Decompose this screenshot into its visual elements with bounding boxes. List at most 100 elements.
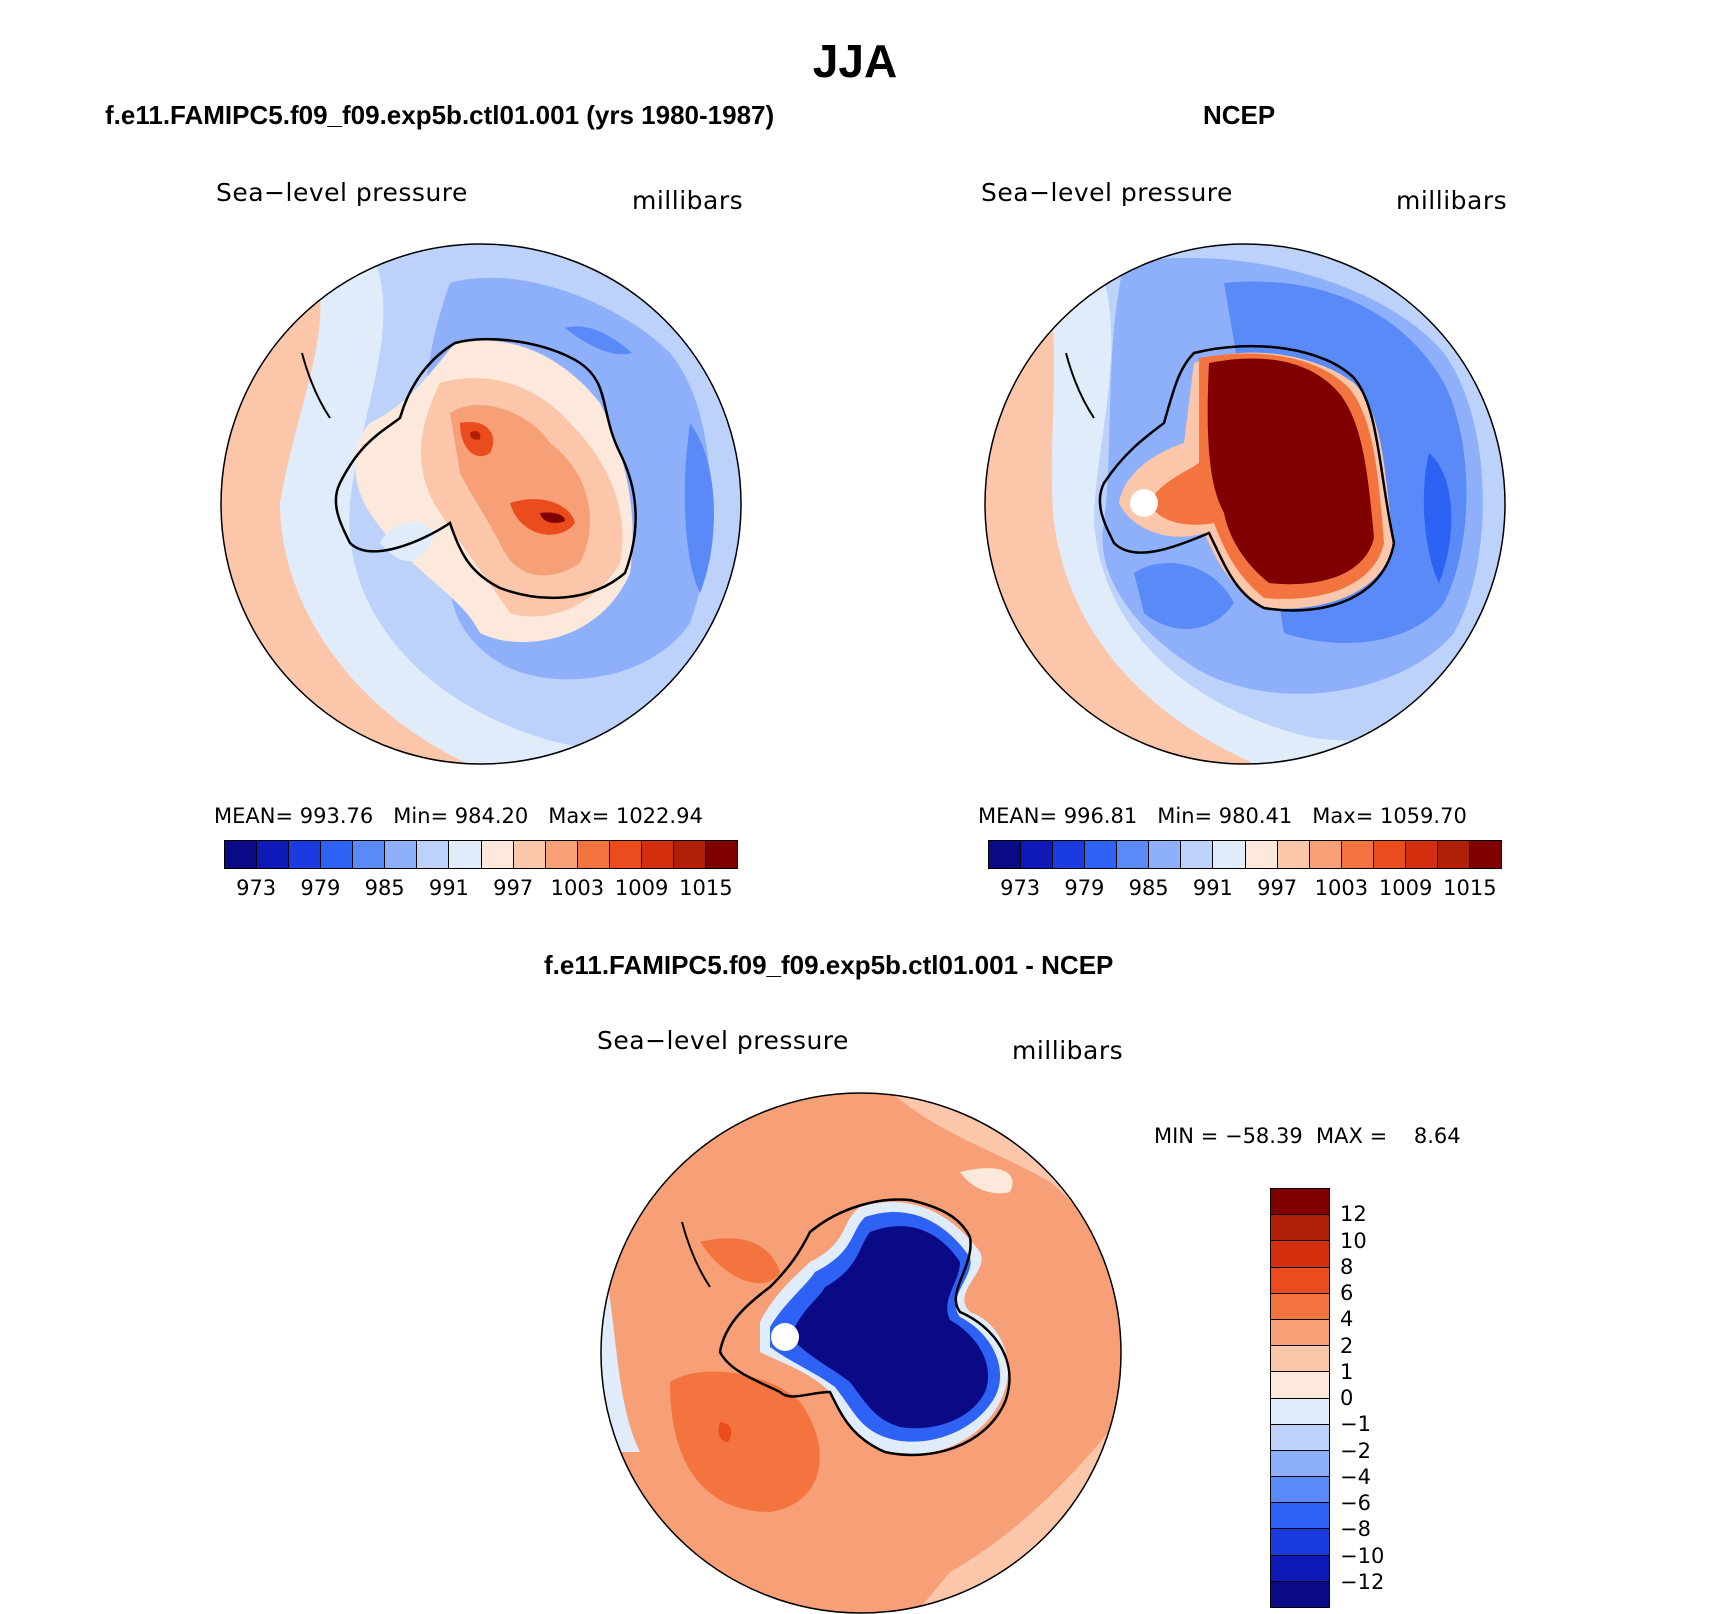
- diff-colorbar-swatch: [1271, 1346, 1329, 1373]
- obs-colorbar-ticks: 973 979 985 991 997 1003 1009 1015: [988, 876, 1502, 902]
- diff-stats: MIN = −58.39 MAX = 8.64: [1154, 1124, 1461, 1148]
- diff-colorbar-swatch: [1271, 1319, 1329, 1347]
- diff-colorbar-swatch: [1271, 1189, 1329, 1216]
- diff-colorbar-swatch: [1271, 1581, 1329, 1607]
- model-colorbar-swatch: [257, 841, 290, 868]
- obs-colorbar-tick-label: 979: [1064, 876, 1105, 900]
- diff-panel-title: f.e11.FAMIPC5.f09_f09.exp5b.ctl01.001 - …: [544, 950, 1114, 980]
- model-colorbar-swatch: [577, 841, 610, 868]
- obs-colorbar-swatch: [1181, 841, 1214, 868]
- diff-colorbar-tick-label: 4: [1340, 1307, 1354, 1332]
- obs-colorbar-swatch: [1309, 841, 1342, 868]
- obs-colorbar-swatch: [1405, 841, 1438, 868]
- model-colorbar-ticks: 973 979 985 991 997 1003 1009 1015: [224, 876, 738, 902]
- model-colorbar-swatch: [289, 841, 322, 868]
- model-colorbar-tick-label: 997: [493, 876, 534, 900]
- obs-colorbar-swatch: [1373, 841, 1406, 868]
- model-colorbar-tick-label: 973: [236, 876, 277, 900]
- obs-colorbar-tick-label: 1003: [1314, 876, 1369, 900]
- obs-panel-title: NCEP: [1203, 100, 1276, 130]
- diff-colorbar-tick-label: 10: [1340, 1228, 1367, 1253]
- obs-colorbar-swatch: [1117, 841, 1150, 868]
- obs-units-label: millibars: [1396, 186, 1508, 215]
- model-colorbar-swatch: [321, 841, 354, 868]
- obs-colorbar-swatch: [1053, 841, 1086, 868]
- model-colorbar-swatch: [449, 841, 482, 868]
- obs-colorbar-tick-label: 973: [1000, 876, 1041, 900]
- obs-colorbar-tick-label: 985: [1128, 876, 1169, 900]
- diff-polar-map: [600, 1092, 1122, 1614]
- model-stats: MEAN= 993.76 Min= 984.20 Max= 1022.94: [214, 804, 703, 828]
- diff-colorbar-swatch: [1271, 1372, 1329, 1399]
- model-colorbar-tick-label: 985: [364, 876, 405, 900]
- model-colorbar-tick-label: 1003: [550, 876, 605, 900]
- obs-colorbar-swatch: [1021, 841, 1054, 868]
- diff-colorbar-tick-label: 1: [1340, 1359, 1354, 1384]
- diff-colorbar-swatch: [1271, 1267, 1329, 1294]
- diff-colorbar-swatch: [1271, 1503, 1329, 1530]
- model-colorbar-swatch: [705, 841, 737, 868]
- diff-colorbar-tick-label: −12: [1340, 1569, 1385, 1594]
- model-units-label: millibars: [632, 186, 744, 215]
- diff-colorbar-swatch: [1271, 1241, 1329, 1268]
- diff-colorbar-tick-label: −10: [1340, 1543, 1385, 1568]
- model-colorbar-tick-label: 979: [300, 876, 341, 900]
- diff-colorbar-swatch: [1271, 1477, 1329, 1504]
- obs-colorbar-swatch: [1469, 841, 1501, 868]
- model-panel-title: f.e11.FAMIPC5.f09_f09.exp5b.ctl01.001 (y…: [105, 100, 775, 130]
- model-colorbar-tick-label: 991: [428, 876, 469, 900]
- diff-colorbar-tick-label: 2: [1340, 1333, 1354, 1358]
- diff-colorbar-tick-label: −6: [1340, 1491, 1371, 1515]
- model-colorbar-swatch: [513, 841, 546, 868]
- obs-colorbar-swatch: [1245, 841, 1278, 868]
- model-variable-label: Sea−level pressure: [216, 178, 468, 207]
- diff-colorbar-swatch: [1271, 1398, 1329, 1425]
- model-polar-map: [220, 243, 742, 765]
- diff-colorbar-tick-label: 0: [1340, 1386, 1354, 1410]
- model-colorbar-swatch: [385, 841, 418, 868]
- model-colorbar-tick-label: 1015: [679, 876, 733, 900]
- obs-colorbar: [988, 840, 1502, 869]
- diff-variable-label: Sea−level pressure: [597, 1026, 849, 1055]
- model-colorbar-swatch: [609, 841, 642, 868]
- figure-title: JJA: [812, 35, 898, 87]
- obs-colorbar-tick-label: 991: [1192, 876, 1233, 900]
- diff-units-label: millibars: [1012, 1036, 1124, 1065]
- diff-colorbar-tick-label: −8: [1340, 1517, 1371, 1542]
- diff-colorbar-swatch: [1271, 1424, 1329, 1451]
- obs-colorbar-swatch: [1437, 841, 1470, 868]
- model-colorbar-tick-label: 1009: [614, 876, 669, 900]
- obs-colorbar-swatch: [1213, 841, 1246, 868]
- diff-colorbar: [1270, 1188, 1330, 1608]
- obs-colorbar-swatch: [989, 841, 1022, 868]
- diff-colorbar-tick-label: −1: [1340, 1412, 1371, 1437]
- diff-colorbar-ticks: 12 10 8 6 4 2 1 0 −1 −2 −4 −6 −8 −10 −12: [1340, 1188, 1420, 1608]
- diff-colorbar-tick-label: −4: [1340, 1464, 1371, 1489]
- model-colorbar: [224, 840, 738, 869]
- diff-colorbar-tick-label: 12: [1340, 1202, 1367, 1227]
- obs-colorbar-tick-label: 1015: [1443, 876, 1497, 900]
- diff-colorbar-swatch: [1271, 1450, 1329, 1478]
- obs-stats: MEAN= 996.81 Min= 980.41 Max= 1059.70: [978, 804, 1467, 828]
- obs-variable-label: Sea−level pressure: [981, 178, 1233, 207]
- obs-colorbar-swatch: [1149, 841, 1182, 868]
- model-colorbar-swatch: [225, 841, 258, 868]
- obs-colorbar-tick-label: 997: [1257, 876, 1298, 900]
- model-colorbar-swatch: [641, 841, 674, 868]
- diff-colorbar-swatch: [1271, 1215, 1329, 1242]
- diff-colorbar-tick-label: 6: [1340, 1281, 1354, 1305]
- model-colorbar-swatch: [545, 841, 578, 868]
- model-colorbar-swatch: [417, 841, 450, 868]
- diff-colorbar-tick-label: −2: [1340, 1438, 1371, 1463]
- diff-colorbar-swatch: [1271, 1555, 1329, 1582]
- obs-polar-map: [984, 243, 1506, 765]
- model-colorbar-swatch: [353, 841, 386, 868]
- obs-colorbar-tick-label: 1009: [1378, 876, 1433, 900]
- diff-colorbar-swatch: [1271, 1293, 1329, 1320]
- model-colorbar-swatch: [481, 841, 514, 868]
- diff-colorbar-swatch: [1271, 1529, 1329, 1556]
- obs-colorbar-swatch: [1277, 841, 1310, 868]
- obs-colorbar-swatch: [1085, 841, 1118, 868]
- model-colorbar-swatch: [673, 841, 706, 868]
- obs-colorbar-swatch: [1341, 841, 1374, 868]
